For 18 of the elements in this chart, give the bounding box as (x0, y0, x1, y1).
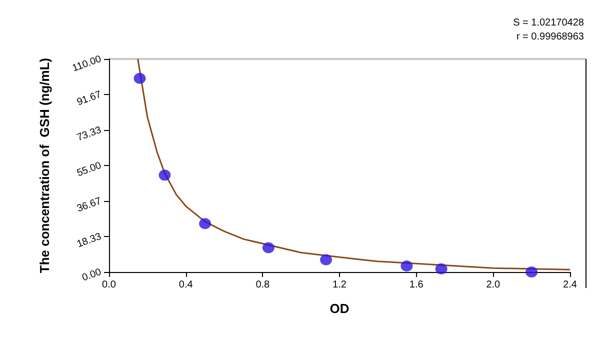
x-tick-label: 1.6 (409, 280, 424, 290)
x-tick-label: 1.2 (332, 280, 347, 290)
text: S = 1.02170428 (513, 18, 584, 28)
y-axis-title: The concentration of GSH (ng/mL) (37, 58, 52, 274)
x-axis-title: OD (330, 301, 350, 316)
y-tick-label: 110.00 (71, 54, 104, 74)
x-tick-label: 0.4 (178, 280, 194, 290)
y-tick-label: 18.33 (76, 231, 104, 250)
x-tick-label: 2.0 (486, 280, 501, 290)
y-tick-label: 0.00 (80, 266, 104, 284)
y-tick-label: 36.67 (76, 196, 104, 215)
y-tick-label: 55.00 (76, 160, 104, 180)
x-tick-label: 0.8 (256, 280, 270, 290)
x-tick-label: 0.0 (102, 280, 116, 290)
x-tick-label: 2.4 (563, 280, 578, 290)
y-tick-label: 91.67 (76, 89, 104, 108)
y-tick-label: 73.33 (76, 124, 104, 144)
text: r = 0.99968963 (516, 32, 584, 42)
